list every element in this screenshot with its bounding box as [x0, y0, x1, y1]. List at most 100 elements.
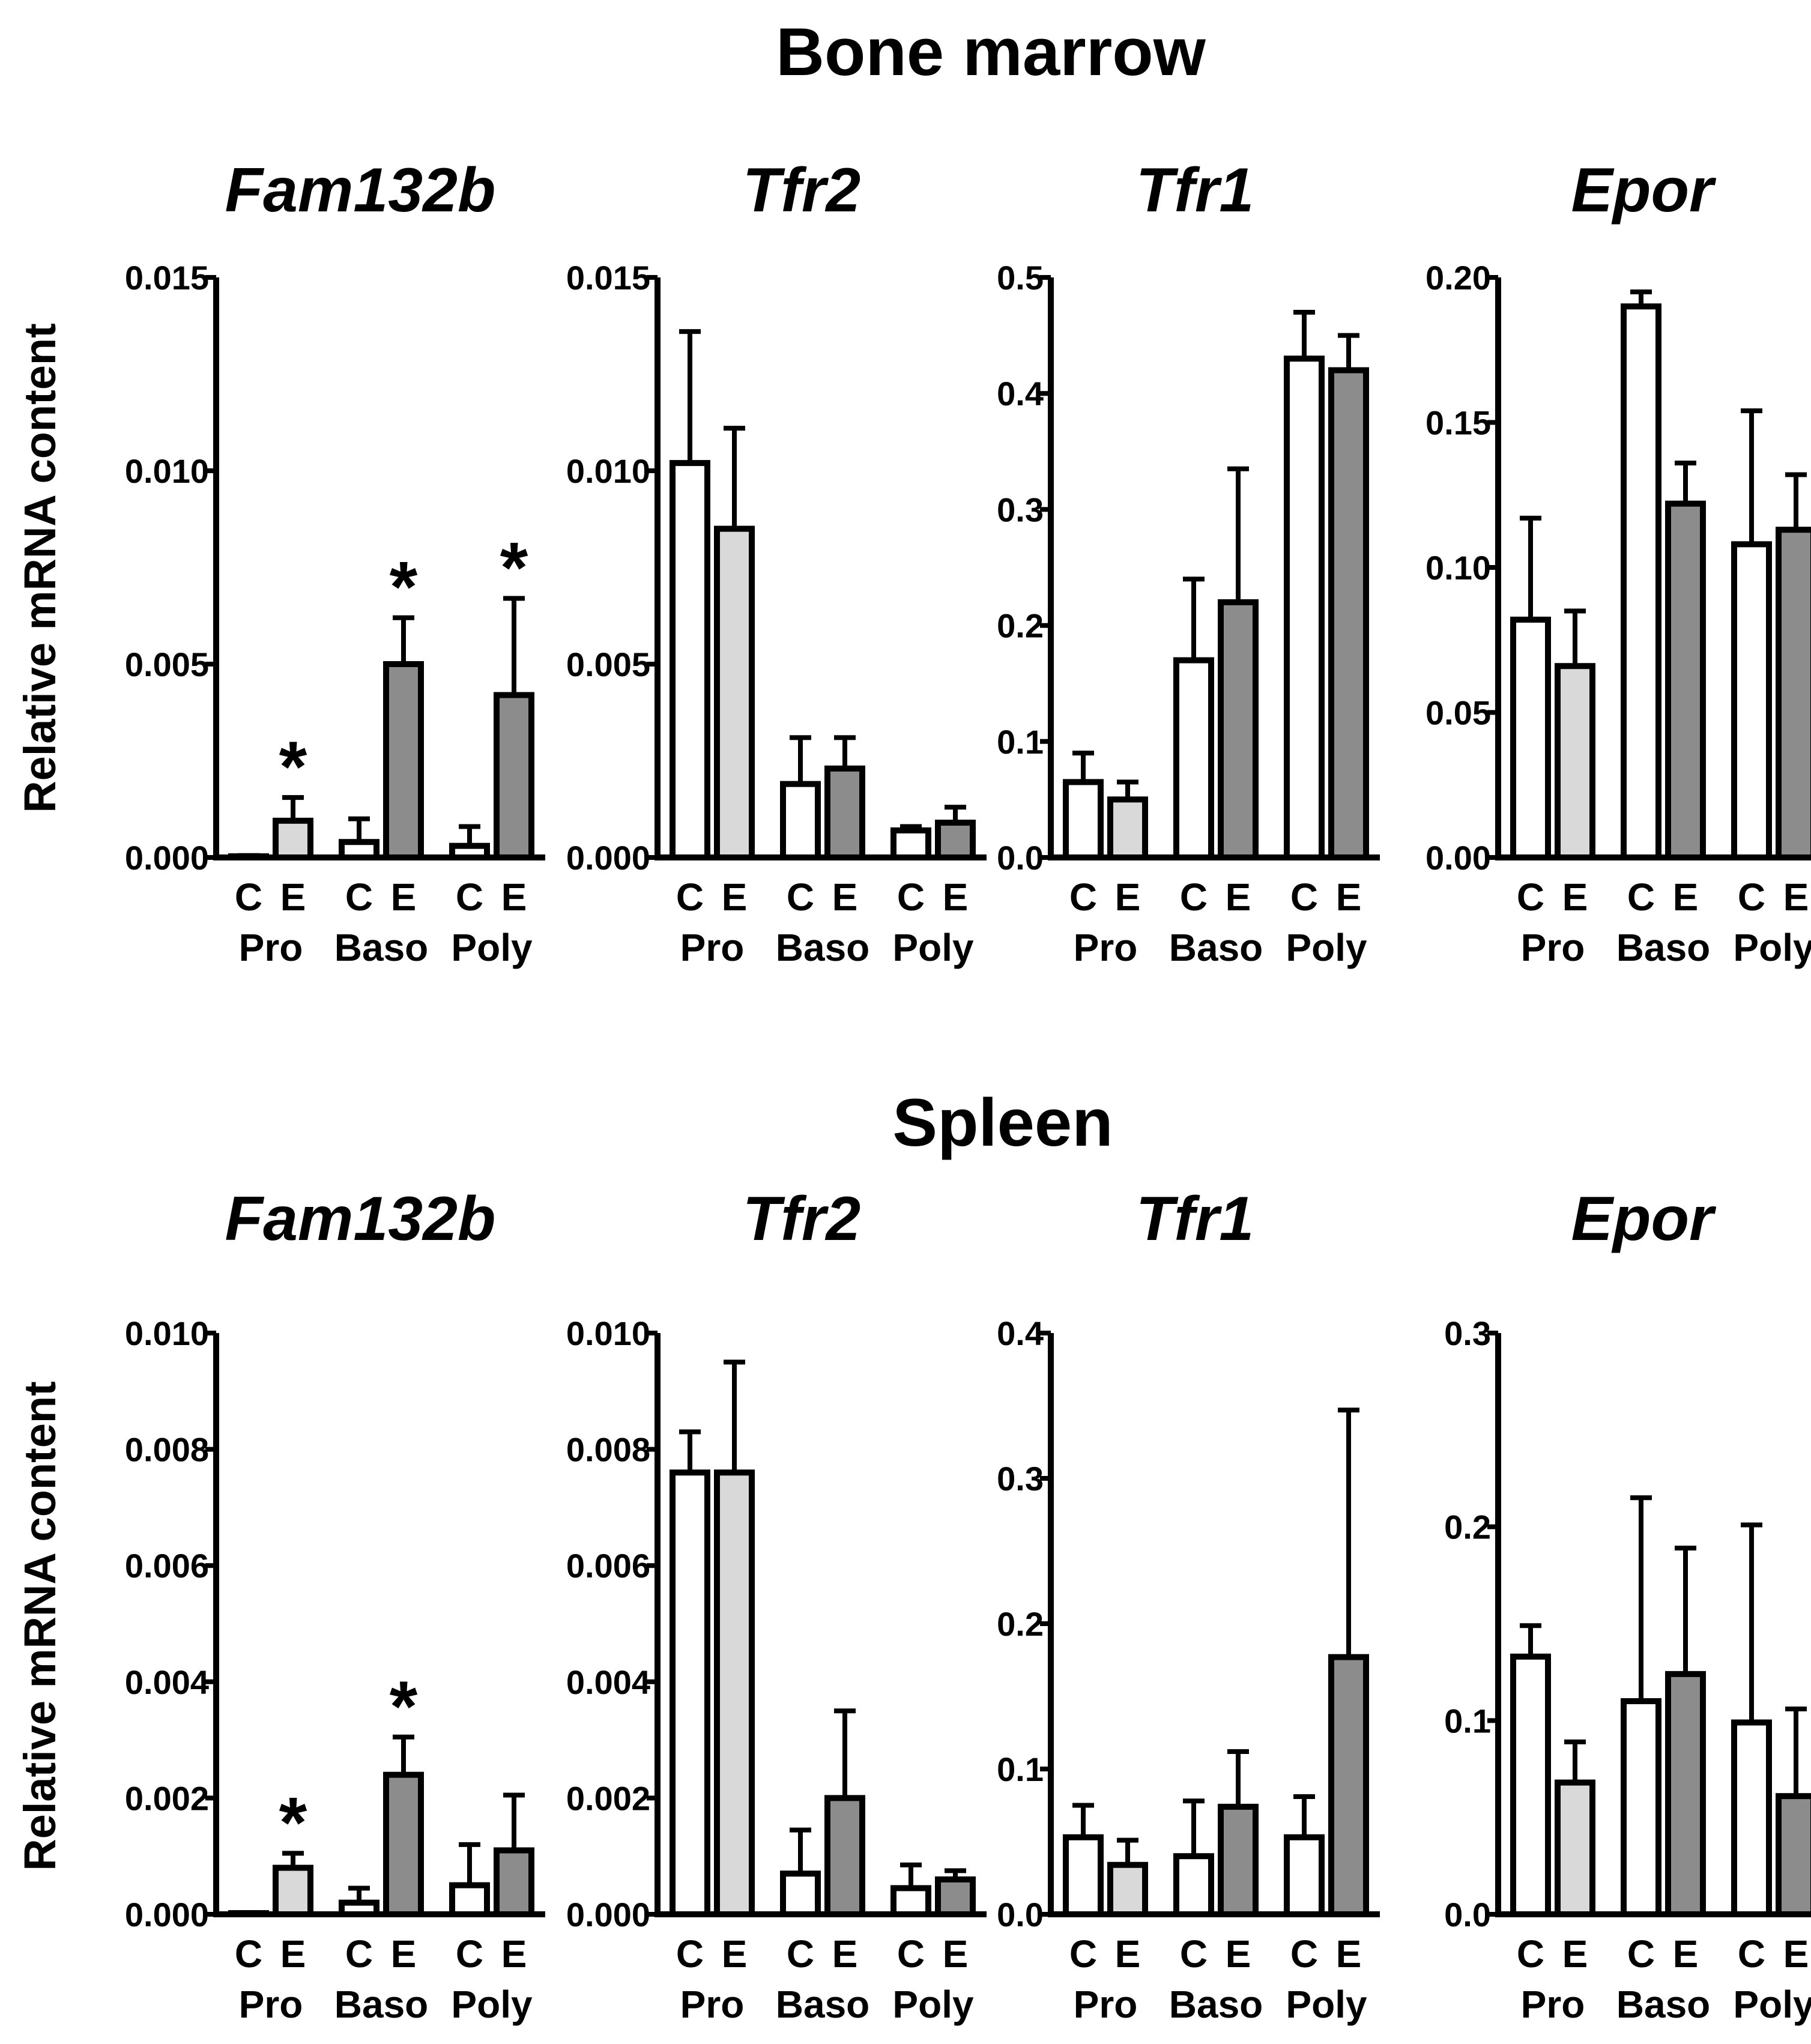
- bar-e-pro: [1555, 1779, 1595, 1917]
- panel-bone-marrow-fam132b: Fam132b 0.000 0.005 0.010 0.015 C * E Pro C * E Baso…: [125, 156, 545, 969]
- bar-e-baso: [1665, 1671, 1706, 1917]
- bar-letter: C: [1627, 875, 1655, 919]
- bar-letter: C: [1627, 1932, 1655, 1976]
- bar-e-pro: [1555, 663, 1595, 860]
- panel-spleen-fam132b: Fam132b 0.000 0.002 0.004 0.006 0.008 0.010 C * E…: [125, 1184, 545, 2026]
- bar-e-baso: [824, 765, 865, 860]
- bar-e-baso: [383, 1771, 424, 1917]
- y-tick-label: 0.20: [1426, 259, 1491, 297]
- panel-title: Fam132b: [225, 156, 496, 225]
- y-tick-label: 0.10: [1426, 549, 1491, 587]
- y-tick-label: 0.005: [125, 646, 209, 683]
- group-label-pro: Pro: [680, 1983, 745, 2026]
- bar-letter: C: [676, 875, 704, 919]
- bar-letter: C: [1738, 1932, 1765, 1976]
- bar-e-baso: [1665, 500, 1706, 860]
- bar-letter: E: [1783, 1932, 1809, 1976]
- group-label-baso: Baso: [1616, 926, 1711, 969]
- bar-c-pro: [1510, 616, 1551, 860]
- bar-letter: C: [456, 1932, 483, 1976]
- bar-letter: E: [391, 875, 417, 919]
- group-label-baso: Baso: [1616, 1983, 1711, 2026]
- bar-e-baso: [383, 661, 424, 860]
- bar-letter: E: [280, 1932, 306, 1976]
- bar-c-pro: [670, 460, 710, 860]
- bar-letter: C: [676, 1932, 704, 1976]
- y-tick-label: 0.2: [997, 1605, 1044, 1643]
- y-tick-label: 0.015: [125, 259, 209, 297]
- bar-letter: C: [1180, 1932, 1208, 1976]
- bar-letter: E: [1562, 875, 1588, 919]
- bar-letter: E: [280, 875, 306, 919]
- y-tick-label: 0.000: [125, 839, 209, 877]
- bar-letter: E: [832, 875, 858, 919]
- bar-c-pro: [670, 1469, 710, 1918]
- group-label-poly: Poly: [451, 1983, 533, 2026]
- y-tick-label: 0.000: [566, 1896, 650, 1934]
- bar-c-pro: [1510, 1653, 1551, 1917]
- bar-c-baso: [1173, 657, 1214, 861]
- bar-letter: C: [1738, 875, 1765, 919]
- group-label-poly: Poly: [451, 926, 533, 969]
- group-label-baso: Baso: [1169, 926, 1263, 969]
- group-label-baso: Baso: [334, 1983, 429, 2026]
- bar-letter: E: [1226, 1932, 1251, 1976]
- y-tick-label: 0.008: [125, 1431, 209, 1469]
- bar-e-pro: [273, 1864, 313, 1918]
- bar-e-poly: [494, 1847, 534, 1918]
- y-tick-label: 0.006: [125, 1547, 209, 1585]
- significance-star: *: [390, 1666, 418, 1747]
- group-label-pro: Pro: [239, 926, 303, 969]
- bar-e-baso: [1218, 599, 1259, 861]
- bar-letter: E: [722, 1932, 748, 1976]
- group-label-baso: Baso: [1169, 1983, 1263, 2026]
- bar-c-poly: [449, 1882, 490, 1918]
- y-tick-label: 0.008: [566, 1431, 650, 1469]
- y-tick-label: 0.1: [997, 1750, 1044, 1788]
- bar-letter: C: [235, 875, 262, 919]
- bar-letter: E: [943, 875, 969, 919]
- bar-e-pro: [1107, 1861, 1148, 1917]
- y-tick-label: 0.006: [566, 1547, 650, 1585]
- bar-c-poly: [1731, 541, 1772, 860]
- y-tick-label: 0.1: [1444, 1702, 1491, 1740]
- bar-letter: C: [787, 875, 814, 919]
- panel-title: Epor: [1571, 156, 1717, 225]
- y-tick-label: 0.010: [125, 452, 209, 490]
- group-label-pro: Pro: [1074, 926, 1138, 969]
- y-tick-label: 0.3: [1444, 1314, 1491, 1352]
- y-tick-label: 0.0: [997, 1896, 1044, 1934]
- bar-letter: E: [1673, 1932, 1699, 1976]
- y-tick-label: 0.2: [997, 607, 1044, 645]
- y-tick-label: 0.05: [1426, 694, 1491, 732]
- bar-e-poly: [935, 1876, 976, 1917]
- bar-letter: C: [897, 1932, 925, 1976]
- bar-letter: E: [1226, 875, 1251, 919]
- panel-title: Tfr2: [743, 1184, 860, 1254]
- bar-letter: C: [1517, 875, 1544, 919]
- bar-letter: C: [345, 1932, 373, 1976]
- group-label-pro: Pro: [239, 1983, 303, 2026]
- bar-e-pro: [714, 525, 755, 860]
- y-tick-label: 0.4: [997, 1314, 1044, 1352]
- y-tick-label: 0.00: [1426, 839, 1491, 877]
- y-tick-label: 0.5: [997, 259, 1044, 297]
- bar-c-pro: [1063, 779, 1104, 861]
- bar-e-poly: [1776, 527, 1811, 860]
- bar-e-pro: [714, 1469, 755, 1918]
- chart-panels: Fam132b 0.000 0.005 0.010 0.015 C * E Pro C * E Baso…: [125, 156, 1811, 2026]
- bar-letter: E: [1336, 875, 1362, 919]
- bar-letter: E: [1115, 875, 1141, 919]
- bar-letter: E: [1115, 1932, 1141, 1976]
- y-axis-label-spleen: Relative mRNA content: [15, 1381, 65, 1871]
- bar-letter: C: [1180, 875, 1208, 919]
- bar-letter: C: [1517, 1932, 1544, 1976]
- bar-letter: C: [1069, 1932, 1097, 1976]
- bar-c-baso: [780, 1870, 821, 1917]
- y-tick-label: 0.000: [125, 1896, 209, 1934]
- bar-letter: E: [943, 1932, 969, 1976]
- bar-e-poly: [494, 692, 534, 861]
